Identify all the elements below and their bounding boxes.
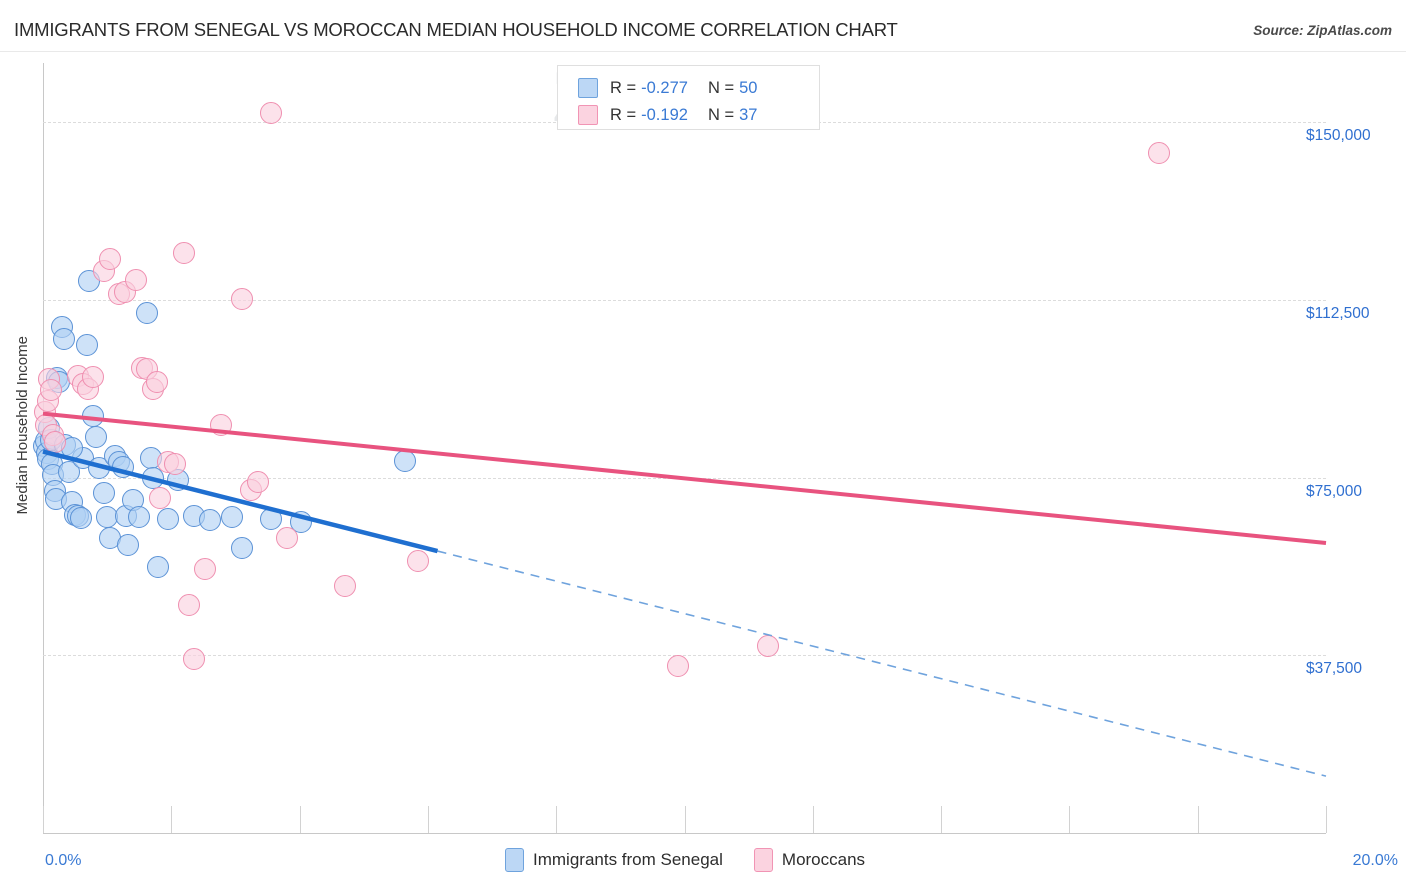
scatter-point[interactable] bbox=[1148, 142, 1171, 165]
scatter-point[interactable] bbox=[173, 241, 196, 264]
series-legend: Immigrants from Senegal Moroccans bbox=[505, 848, 887, 872]
source-label: Source: ZipAtlas.com bbox=[1253, 23, 1392, 38]
y-axis-tick-label: $112,500 bbox=[1306, 304, 1370, 322]
y-axis-tick-label: $75,000 bbox=[1306, 482, 1363, 500]
trend-lines bbox=[42, 411, 1327, 777]
scatter-point[interactable] bbox=[756, 634, 779, 657]
legend-item-moroccans[interactable]: Moroccans bbox=[753, 848, 866, 872]
scatter-point[interactable] bbox=[178, 593, 201, 616]
x-axis-tick bbox=[1326, 806, 1327, 833]
legend-label-moroccans: Moroccans bbox=[781, 850, 866, 869]
x-axis-tick bbox=[1197, 806, 1199, 833]
stats-n-value-blue: 50 bbox=[739, 78, 758, 97]
scatter-point[interactable] bbox=[84, 426, 107, 449]
stats-n-label-pink: N = bbox=[707, 105, 735, 124]
correlation-stats-box: R = -0.277 N = 50 R = -0.192 N = 37 bbox=[557, 65, 820, 130]
legend-label-senegal: Immigrants from Senegal bbox=[533, 850, 723, 869]
legend-swatch-blue bbox=[505, 848, 524, 872]
x-axis-min-label: 0.0% bbox=[45, 852, 82, 869]
stats-swatch-blue bbox=[578, 78, 598, 98]
stats-swatch-pink bbox=[578, 105, 598, 125]
scatter-point[interactable] bbox=[193, 557, 216, 580]
scatter-point[interactable] bbox=[116, 533, 139, 556]
scatter-point[interactable] bbox=[146, 370, 169, 393]
scatter-point[interactable] bbox=[39, 378, 62, 401]
scatter-point[interactable] bbox=[43, 431, 66, 454]
scatter-point[interactable] bbox=[163, 453, 186, 476]
scatter-point[interactable] bbox=[259, 101, 282, 124]
stats-r-label-pink: R = bbox=[610, 105, 637, 124]
stats-r-value-pink: -0.192 bbox=[641, 105, 688, 124]
legend-swatch-pink bbox=[753, 848, 773, 872]
scatter-point[interactable] bbox=[52, 328, 75, 351]
x-axis-tick bbox=[427, 806, 429, 833]
scatter-point[interactable] bbox=[112, 456, 135, 479]
scatter-point[interactable] bbox=[198, 509, 221, 532]
stats-n-value-pink: 37 bbox=[739, 105, 758, 124]
scatter-point[interactable] bbox=[230, 287, 253, 310]
scatter-point[interactable] bbox=[75, 333, 98, 356]
scatter-point[interactable] bbox=[125, 268, 148, 291]
scatter-point[interactable] bbox=[92, 481, 115, 504]
scatter-point[interactable] bbox=[182, 647, 205, 670]
x-axis-tick bbox=[1069, 806, 1071, 833]
y-axis-tick-label: $37,500 bbox=[1306, 660, 1363, 678]
scatter-point[interactable] bbox=[230, 536, 253, 559]
scatter-point[interactable] bbox=[259, 508, 282, 531]
legend-item-senegal[interactable]: Immigrants from Senegal bbox=[505, 848, 723, 872]
header-divider bbox=[0, 51, 1406, 52]
scatter-point[interactable] bbox=[210, 413, 233, 436]
scatter-point[interactable] bbox=[157, 508, 180, 531]
scatter-point[interactable] bbox=[82, 405, 105, 427]
gridline bbox=[43, 299, 1326, 301]
x-axis-tick bbox=[556, 806, 558, 833]
scatter-point[interactable] bbox=[333, 574, 356, 597]
scatter-point[interactable] bbox=[275, 527, 298, 550]
stats-r-label-blue: R = bbox=[610, 78, 637, 97]
scatter-point[interactable] bbox=[135, 301, 158, 324]
scatter-point[interactable] bbox=[148, 486, 171, 509]
x-axis-line bbox=[43, 833, 1326, 834]
scatter-point[interactable] bbox=[147, 555, 170, 578]
x-axis-tick bbox=[43, 806, 44, 833]
stats-row-moroccans: R = -0.192 N = 37 bbox=[578, 103, 757, 127]
plot-area: ZIPatlas bbox=[33, 54, 1327, 833]
x-axis-tick bbox=[684, 806, 686, 833]
x-axis-max-label: 20.0% bbox=[1352, 852, 1398, 869]
stats-r-value-blue: -0.277 bbox=[641, 78, 688, 97]
stats-row-senegal: R = -0.277 N = 50 bbox=[578, 76, 757, 100]
x-axis-tick bbox=[299, 806, 301, 833]
x-axis-tick bbox=[941, 806, 943, 833]
gridline bbox=[43, 477, 1326, 479]
x-axis-tick bbox=[171, 806, 173, 833]
scatter-point[interactable] bbox=[246, 471, 269, 494]
x-axis-tick bbox=[812, 806, 814, 833]
scatter-point[interactable] bbox=[99, 247, 122, 270]
trend-line-senegal-extrapolated bbox=[437, 550, 1327, 777]
chart-header: IMMIGRANTS FROM SENEGAL VS MOROCCAN MEDI… bbox=[0, 0, 1406, 52]
y-axis-title: Median Household Income bbox=[14, 336, 31, 515]
page-title: IMMIGRANTS FROM SENEGAL VS MOROCCAN MEDI… bbox=[14, 19, 898, 40]
stats-n-label-blue: N = bbox=[707, 78, 735, 97]
scatter-point[interactable] bbox=[221, 505, 244, 528]
scatter-point[interactable] bbox=[82, 366, 105, 389]
y-axis-tick-label: $150,000 bbox=[1306, 127, 1371, 145]
scatter-point[interactable] bbox=[667, 655, 690, 678]
scatter-point[interactable] bbox=[407, 549, 430, 572]
scatter-point[interactable] bbox=[128, 506, 151, 529]
scatter-point[interactable] bbox=[70, 506, 93, 529]
scatter-point[interactable] bbox=[394, 449, 417, 472]
